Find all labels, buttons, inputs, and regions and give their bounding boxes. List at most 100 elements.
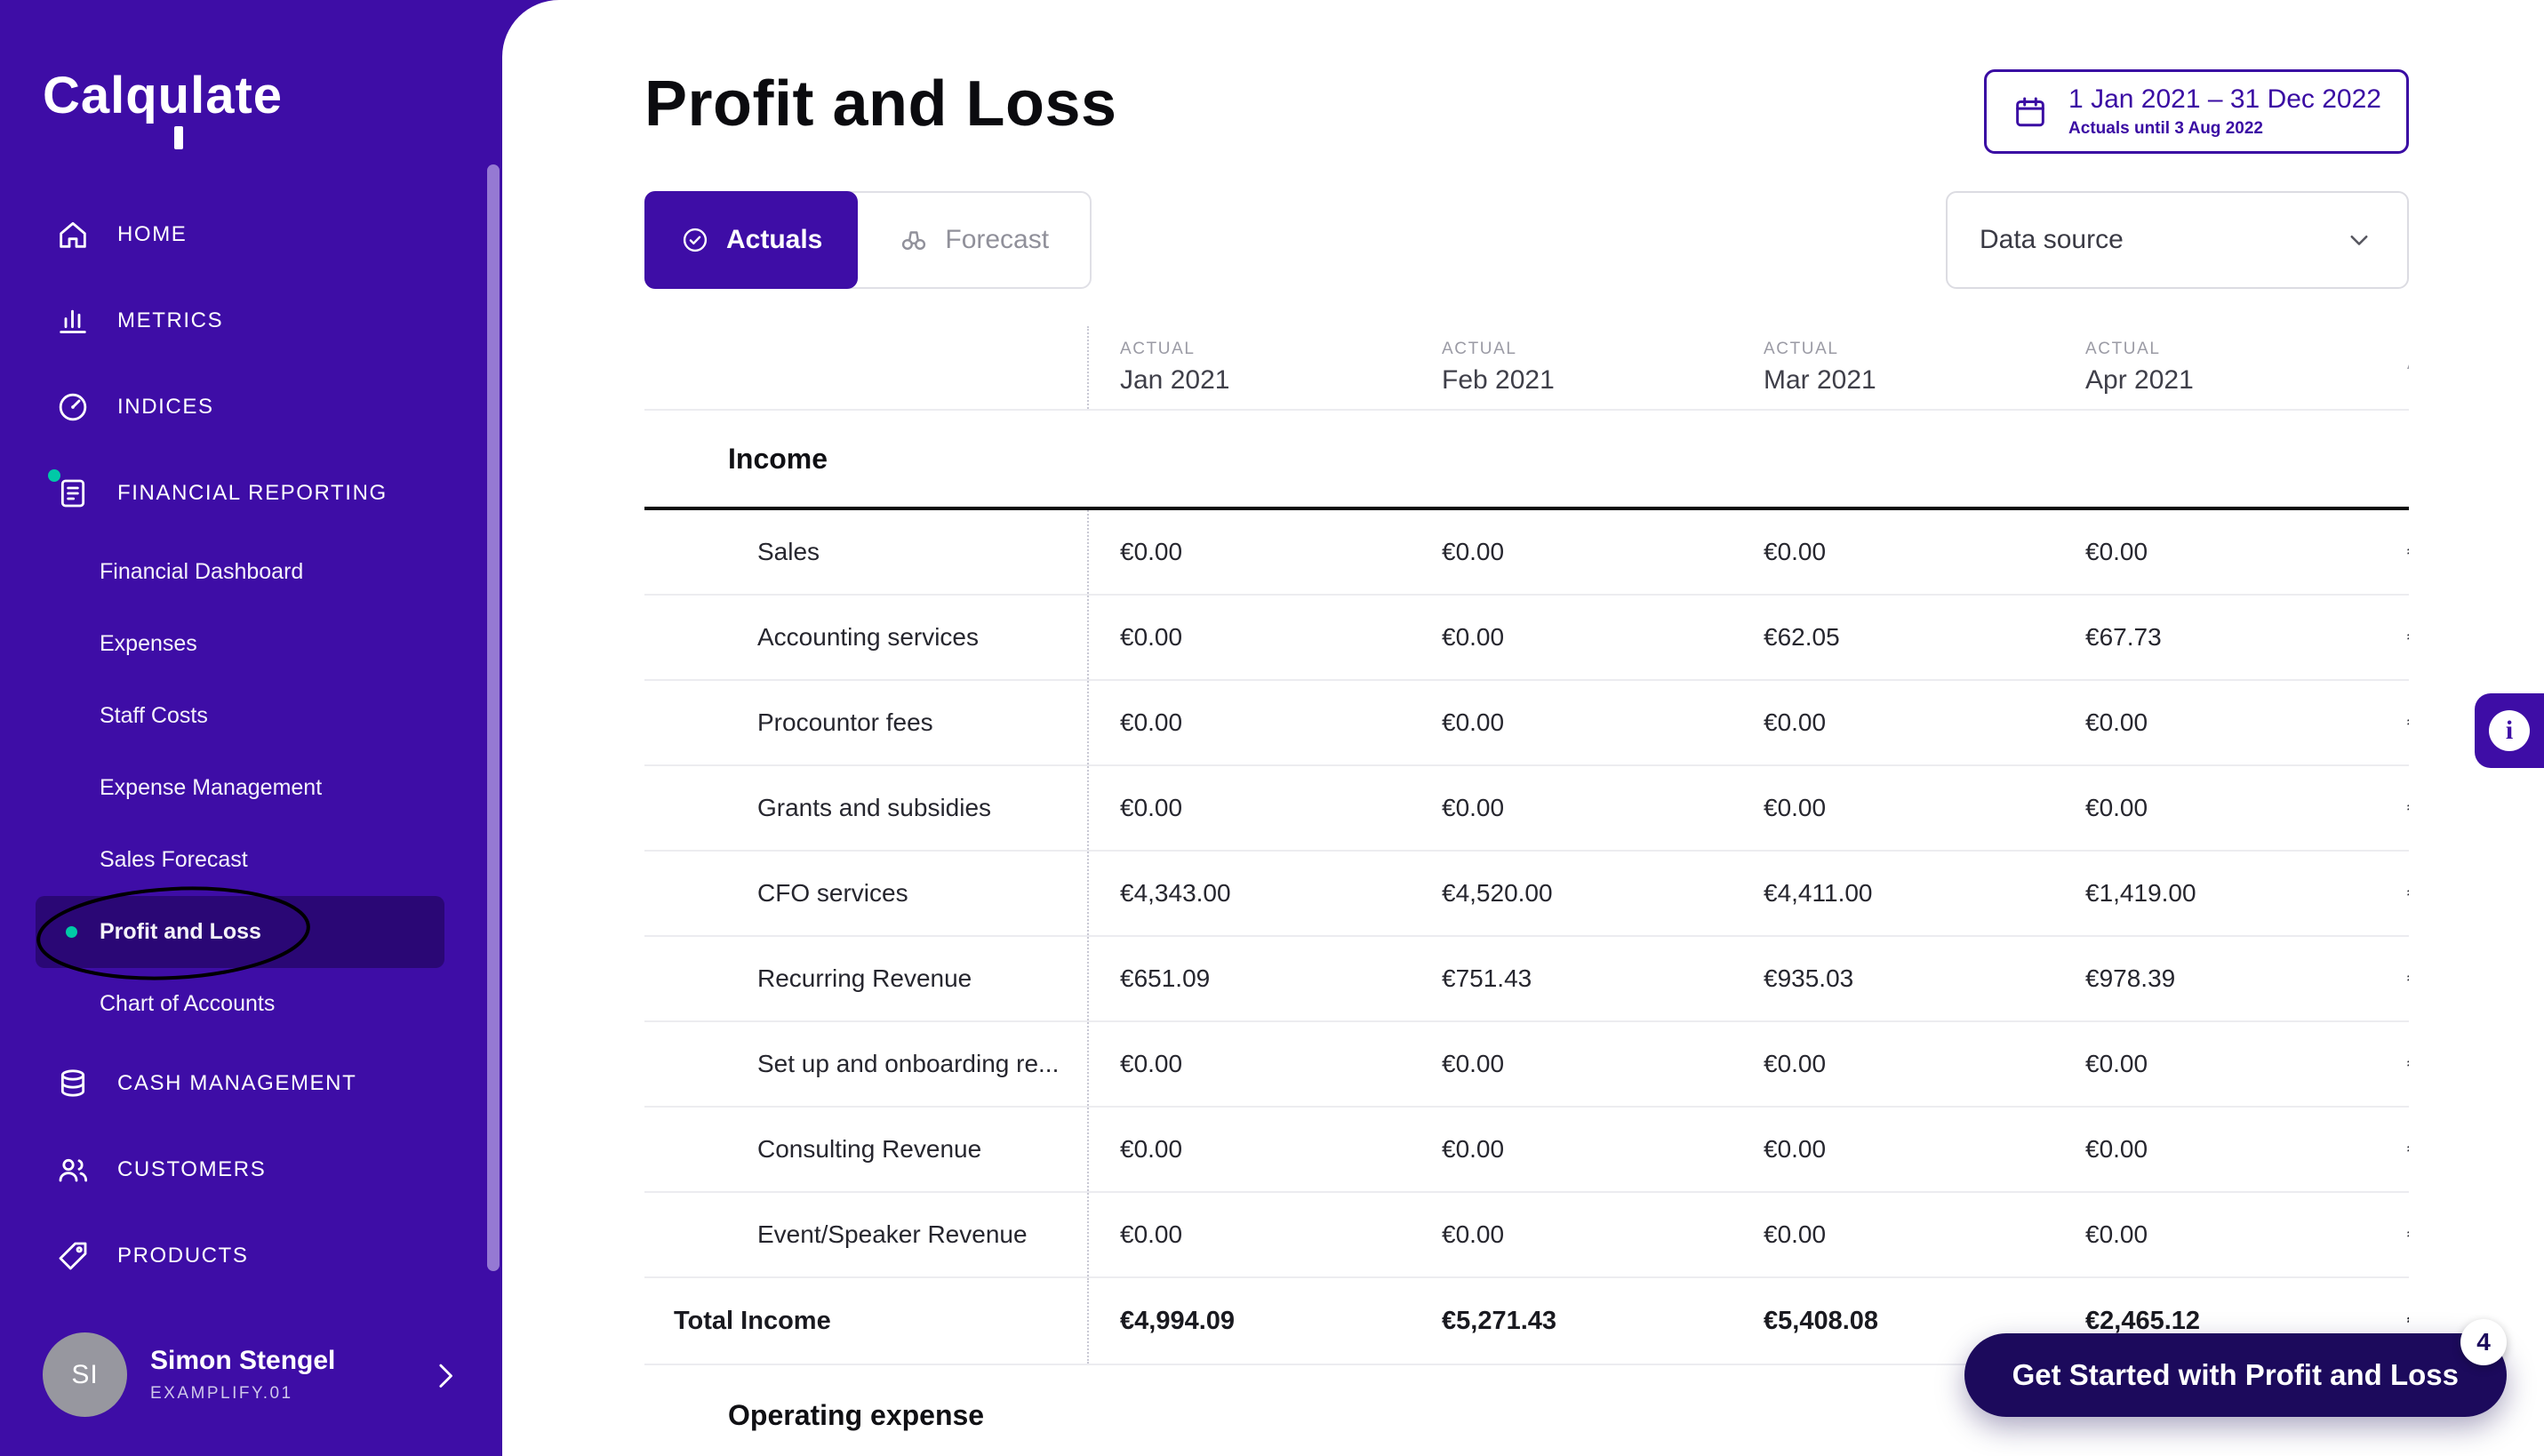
sidebar-subitem-label: Profit and Loss <box>100 919 261 944</box>
section-income: Income <box>644 411 2409 510</box>
get-started-button[interactable]: Get Started with Profit and Loss 4 <box>1964 1319 2507 1417</box>
data-source-label: Data source <box>1980 225 2124 254</box>
cell-value: €67.73 <box>2085 623 2162 651</box>
column-month: Mar 2021 <box>1764 365 1876 395</box>
sidebar-item-label: FINANCIAL REPORTING <box>117 480 388 505</box>
cell-value: €5,271.43 <box>1442 1306 1557 1335</box>
cell-value: € <box>2376 510 2409 594</box>
column-tag: ACTUAL <box>2407 355 2409 374</box>
sidebar-item-label: METRICS <box>117 308 224 332</box>
cell-value: €978.39 <box>2085 964 2176 992</box>
cell-value: € <box>2376 766 2409 850</box>
date-range-text: 1 Jan 2021 – 31 Dec 2022 Actuals until 3… <box>2068 84 2381 139</box>
notification-dot <box>48 468 60 482</box>
column-header: ACTUAL Feb 2021 <box>1411 326 1732 409</box>
info-button[interactable]: i <box>2475 693 2544 768</box>
cell-value: €0.00 <box>1120 1050 1183 1077</box>
cell-value: €2,465.12 <box>2085 1306 2201 1335</box>
cell-value: €0.00 <box>2085 1220 2148 1248</box>
get-started-badge: 4 <box>2460 1319 2507 1365</box>
user-meta: Simon Stengel EXAMPLIFY.01 <box>150 1346 335 1404</box>
cell-value: €0.00 <box>1764 794 1827 821</box>
cell-value: €0.00 <box>2085 794 2148 821</box>
sidebar-scrollbar[interactable] <box>487 164 500 1271</box>
tab-actuals[interactable]: Actuals <box>644 191 859 289</box>
data-source-dropdown[interactable]: Data source <box>1946 191 2409 289</box>
column-month: Apr 2021 <box>2085 365 2194 395</box>
cell-value: €0.00 <box>1442 623 1505 651</box>
sidebar-item-label: PRODUCTS <box>117 1243 249 1268</box>
column-tag: ACTUAL <box>1120 340 1196 358</box>
column-header: ACTUAL <box>2376 326 2409 409</box>
cell-value: €0.00 <box>1120 708 1183 736</box>
page-title: Profit and Loss <box>644 68 1117 140</box>
cell-value: € <box>2376 1278 2409 1364</box>
sidebar-item-label: INDICES <box>117 394 214 419</box>
sidebar-item-cash-management[interactable]: CASH MANAGEMENT <box>0 1040 502 1126</box>
view-tabs: Actuals Forecast <box>644 191 1092 289</box>
sidebar-item-chart-of-accounts[interactable]: Chart of Accounts <box>36 968 444 1040</box>
cell-value: €0.00 <box>2085 1050 2148 1077</box>
chevron-right-icon[interactable] <box>427 1357 462 1393</box>
sidebar-item-home[interactable]: HOME <box>0 191 502 277</box>
info-icon: i <box>2489 710 2530 751</box>
sidebar-item-products[interactable]: PRODUCTS <box>0 1212 502 1299</box>
sidebar-item-sales-forecast[interactable]: Sales Forecast <box>36 824 444 896</box>
column-month: Feb 2021 <box>1442 365 1555 395</box>
sidebar-subitem-label: Expenses <box>100 631 197 656</box>
table-row: CFO services €4,343.00 €4,520.00 €4,411.00 €… <box>644 852 2409 937</box>
total-row-slot: Total Income €4,994.09 €5,271.43 €5,408.08 €… <box>644 1278 2409 1365</box>
customers-icon <box>55 1152 91 1188</box>
cell-value: €4,520.00 <box>1442 879 1553 907</box>
cell-value: €0.00 <box>1764 1135 1827 1163</box>
user-profile[interactable]: SI Simon Stengel EXAMPLIFY.01 <box>43 1332 462 1417</box>
cell-value: € <box>2376 1193 2409 1276</box>
table-header-row: ACTUAL Jan 2021 ACTUAL Feb 2021 ACTUAL Mar 20… <box>644 326 2409 411</box>
sidebar-item-indices[interactable]: INDICES <box>0 364 502 450</box>
table-row: Grants and subsidies €0.00 €0.00 €0.00 €0.00… <box>644 766 2409 852</box>
column-header: ACTUAL Apr 2021 <box>2054 326 2376 409</box>
sidebar-item-profit-and-loss[interactable]: Profit and Loss <box>36 896 444 968</box>
cell-value: €0.00 <box>2085 1135 2148 1163</box>
sidebar-item-customers[interactable]: CUSTOMERS <box>0 1126 502 1212</box>
table-row: Total Income €4,994.09 €5,271.43 €5,408.08 €… <box>644 1278 2409 1365</box>
cell-value: €0.00 <box>1442 794 1505 821</box>
pl-table: ACTUAL Jan 2021 ACTUAL Feb 2021 ACTUAL Mar 20… <box>644 326 2409 1456</box>
sidebar-item-metrics[interactable]: METRICS <box>0 277 502 364</box>
cell-value: €0.00 <box>1442 1050 1505 1077</box>
products-icon <box>55 1238 91 1274</box>
sidebar-item-staff-costs[interactable]: Staff Costs <box>36 680 444 752</box>
cell-value: €0.00 <box>1764 708 1827 736</box>
cell-value: €0.00 <box>1120 538 1183 565</box>
cell-value: €935.03 <box>1764 964 1854 992</box>
page-header: Profit and Loss 1 Jan 2021 – 31 Dec 2022… <box>644 68 2409 154</box>
column-tag: ACTUAL <box>2085 340 2161 358</box>
table-row: Consulting Revenue €0.00 €0.00 €0.00 €0.00 € <box>644 1108 2409 1193</box>
check-circle-icon <box>680 225 710 255</box>
sidebar-item-label: CUSTOMERS <box>117 1156 267 1181</box>
user-org: EXAMPLIFY.01 <box>150 1384 293 1403</box>
sidebar-subitem-label: Expense Management <box>100 775 323 800</box>
sidebar-item-financial-dashboard[interactable]: Financial Dashboard <box>36 536 444 608</box>
sidebar-subitem-label: Staff Costs <box>100 703 208 728</box>
cell-value: €0.00 <box>1764 538 1827 565</box>
sidebar-subitem-label: Chart of Accounts <box>100 991 276 1016</box>
sidebar-item-expenses[interactable]: Expenses <box>36 608 444 680</box>
row-label: Total Income <box>644 1278 1089 1364</box>
cell-value: €0.00 <box>1764 1220 1827 1248</box>
tab-forecast[interactable]: Forecast <box>858 225 1090 255</box>
sidebar-subitem-label: Sales Forecast <box>100 847 248 872</box>
sidebar-item-financial-reporting[interactable]: FINANCIAL REPORTING <box>0 450 502 536</box>
date-range-button[interactable]: 1 Jan 2021 – 31 Dec 2022 Actuals until 3… <box>1984 69 2409 154</box>
column-header: ACTUAL Jan 2021 <box>1089 326 1411 409</box>
controls-row: Actuals Forecast Data source <box>644 191 2409 289</box>
row-label: Procountor fees <box>644 681 1089 764</box>
column-month: Jan 2021 <box>1120 365 1230 395</box>
cell-value: €0.00 <box>1442 1135 1505 1163</box>
binoculars-icon <box>899 225 929 255</box>
cell-value: €4,411.00 <box>1764 879 1873 907</box>
user-name: Simon Stengel <box>150 1346 336 1375</box>
cash-management-icon <box>55 1066 91 1101</box>
sidebar-item-expense-management[interactable]: Expense Management <box>36 752 444 824</box>
cell-value: €751.43 <box>1442 964 1532 992</box>
